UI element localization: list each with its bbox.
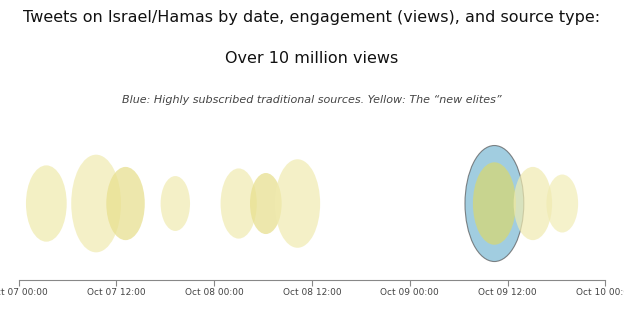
Ellipse shape — [26, 165, 67, 242]
Ellipse shape — [71, 155, 121, 252]
Ellipse shape — [106, 167, 145, 240]
Ellipse shape — [465, 146, 524, 261]
Text: Blue: Highly subscribed traditional sources. Yellow: The “new elites”: Blue: Highly subscribed traditional sour… — [122, 95, 502, 105]
Ellipse shape — [547, 175, 578, 232]
Text: Over 10 million views: Over 10 million views — [225, 51, 399, 66]
Ellipse shape — [160, 176, 190, 231]
Ellipse shape — [473, 162, 516, 245]
Ellipse shape — [250, 173, 281, 234]
Text: Tweets on Israel/Hamas by date, engagement (views), and source type:: Tweets on Israel/Hamas by date, engageme… — [24, 10, 600, 24]
Ellipse shape — [220, 169, 257, 238]
Ellipse shape — [514, 167, 552, 240]
Ellipse shape — [275, 159, 320, 248]
